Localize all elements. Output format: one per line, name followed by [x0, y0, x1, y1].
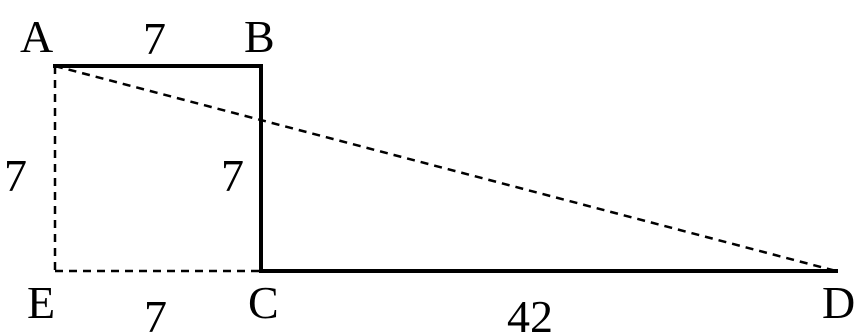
point-label-E: E [27, 277, 55, 328]
point-label-D: D [822, 277, 855, 328]
length-label-AB: 7 [143, 13, 166, 64]
point-label-A: A [20, 11, 53, 62]
segment-AD [54, 64, 837, 273]
length-label-CD: 42 [507, 291, 553, 335]
length-label-AE: 7 [4, 150, 27, 201]
length-label-EC: 7 [144, 291, 167, 335]
point-label-B: B [244, 11, 275, 62]
point-label-C: C [248, 277, 279, 328]
length-label-BC: 7 [221, 150, 244, 201]
